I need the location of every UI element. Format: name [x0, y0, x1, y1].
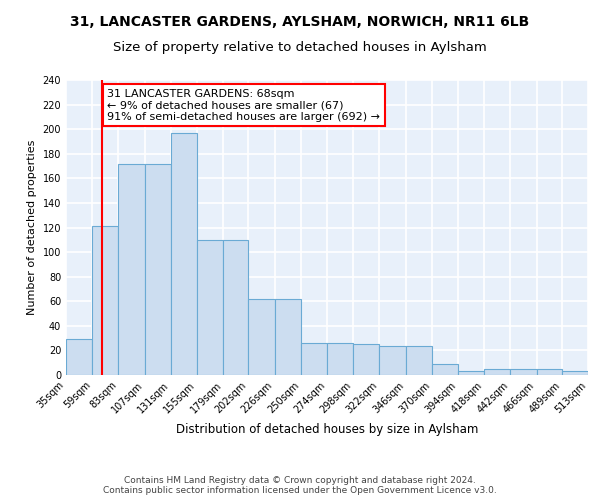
Text: 31, LANCASTER GARDENS, AYLSHAM, NORWICH, NR11 6LB: 31, LANCASTER GARDENS, AYLSHAM, NORWICH,…: [70, 16, 530, 30]
Bar: [379, 346, 406, 375]
Bar: [118, 164, 145, 375]
Bar: [145, 164, 171, 375]
Bar: [353, 344, 379, 375]
X-axis label: Distribution of detached houses by size in Aylsham: Distribution of detached houses by size …: [176, 423, 478, 436]
Bar: [197, 240, 223, 375]
Bar: [432, 364, 458, 375]
Bar: [562, 372, 588, 375]
Bar: [458, 372, 484, 375]
Text: 31 LANCASTER GARDENS: 68sqm
← 9% of detached houses are smaller (67)
91% of semi: 31 LANCASTER GARDENS: 68sqm ← 9% of deta…: [107, 88, 380, 122]
Bar: [223, 240, 248, 375]
Bar: [536, 369, 562, 375]
Bar: [248, 299, 275, 375]
Text: Size of property relative to detached houses in Aylsham: Size of property relative to detached ho…: [113, 41, 487, 54]
Bar: [511, 369, 536, 375]
Y-axis label: Number of detached properties: Number of detached properties: [27, 140, 37, 315]
Text: Contains HM Land Registry data © Crown copyright and database right 2024.
Contai: Contains HM Land Registry data © Crown c…: [103, 476, 497, 495]
Bar: [327, 343, 353, 375]
Bar: [484, 369, 511, 375]
Bar: [92, 226, 118, 375]
Bar: [66, 340, 92, 375]
Bar: [275, 299, 301, 375]
Bar: [171, 133, 197, 375]
Bar: [406, 346, 432, 375]
Bar: [301, 343, 327, 375]
